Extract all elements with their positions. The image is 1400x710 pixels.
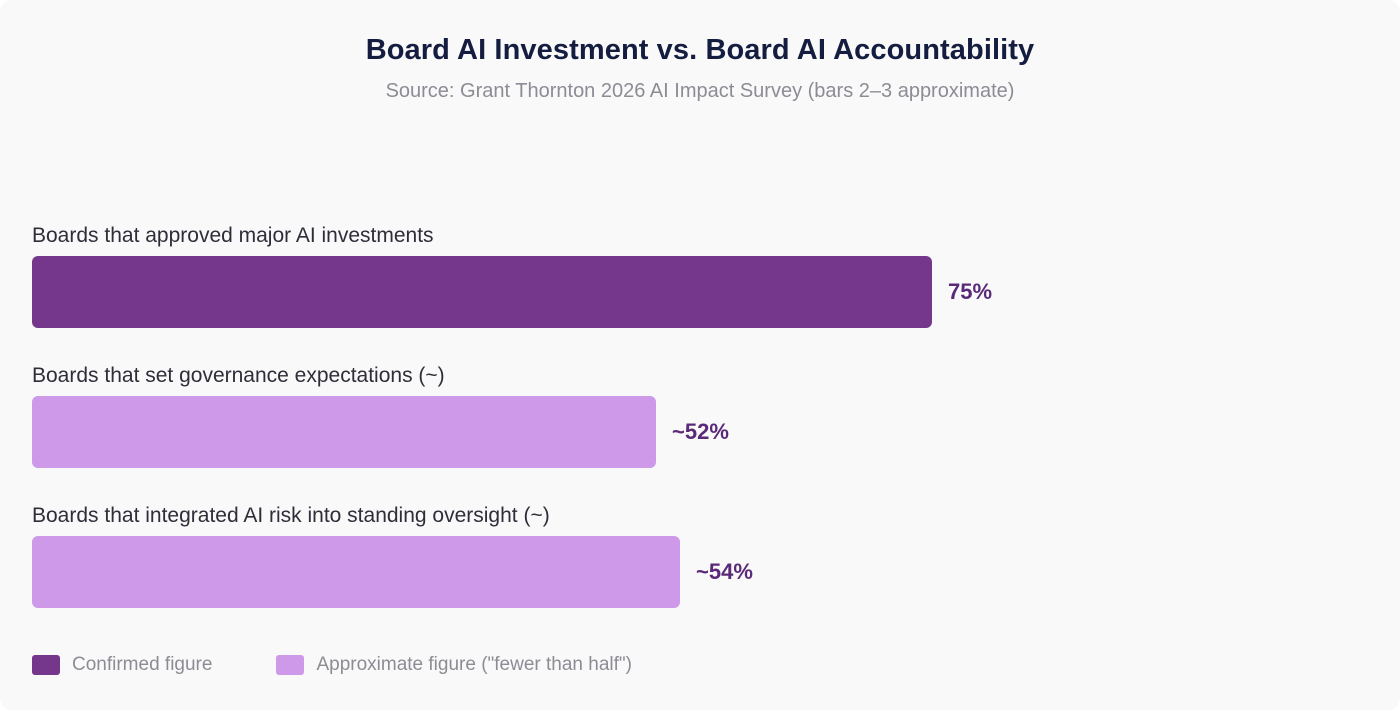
data-label: ~54%: [696, 559, 753, 584]
legend-item-approximate: Approximate figure ("fewer than half"): [276, 654, 632, 676]
bar: [32, 396, 656, 468]
bar: [32, 256, 932, 328]
chart-title: Board AI Investment vs. Board AI Account…: [365, 34, 1035, 66]
legend-label-confirmed: Confirmed figure: [72, 654, 213, 675]
legend-swatch-confirmed: [32, 655, 60, 675]
category-label: Boards that approved major AI investment…: [32, 224, 434, 247]
category-label: Boards that integrated AI risk into stan…: [32, 504, 550, 527]
legend-label-approximate: Approximate figure ("fewer than half"): [316, 654, 632, 675]
data-label: 75%: [948, 279, 993, 304]
legend-item-confirmed: Confirmed figure: [32, 654, 212, 676]
data-label: ~52%: [672, 419, 729, 444]
category-label: Boards that set governance expectations …: [32, 364, 445, 387]
legend-swatch-approximate: [276, 655, 305, 675]
bar: [32, 536, 680, 608]
chart-subtitle: Source: Grant Thornton 2026 AI Impact Su…: [385, 80, 1015, 102]
legend: Confirmed figure Approximate figure ("fe…: [32, 650, 696, 680]
